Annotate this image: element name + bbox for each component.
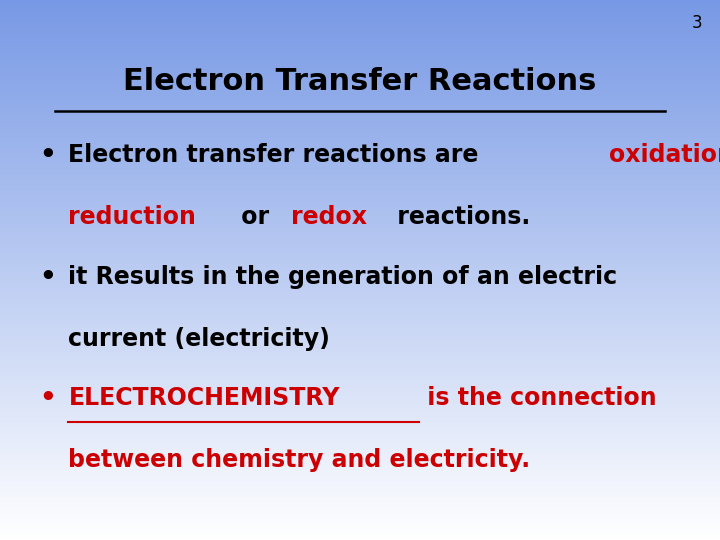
Text: current (electricity): current (electricity) xyxy=(68,327,330,350)
Text: Electron transfer reactions are: Electron transfer reactions are xyxy=(68,143,487,167)
Text: •: • xyxy=(40,386,56,412)
Text: •: • xyxy=(40,265,56,291)
Text: Electron Transfer Reactions: Electron Transfer Reactions xyxy=(123,68,597,97)
Text: between chemistry and electricity.: between chemistry and electricity. xyxy=(68,448,531,472)
Text: it Results in the generation of an electric: it Results in the generation of an elect… xyxy=(68,265,618,288)
Text: •: • xyxy=(40,143,56,169)
Text: oxidation-: oxidation- xyxy=(608,143,720,167)
Text: reduction: reduction xyxy=(68,205,197,229)
Text: ELECTROCHEMISTRY: ELECTROCHEMISTRY xyxy=(68,386,340,410)
Text: redox: redox xyxy=(291,205,366,229)
Text: 3: 3 xyxy=(691,14,702,31)
Text: is the connection: is the connection xyxy=(419,386,657,410)
Text: reactions.: reactions. xyxy=(389,205,530,229)
Text: or: or xyxy=(233,205,278,229)
